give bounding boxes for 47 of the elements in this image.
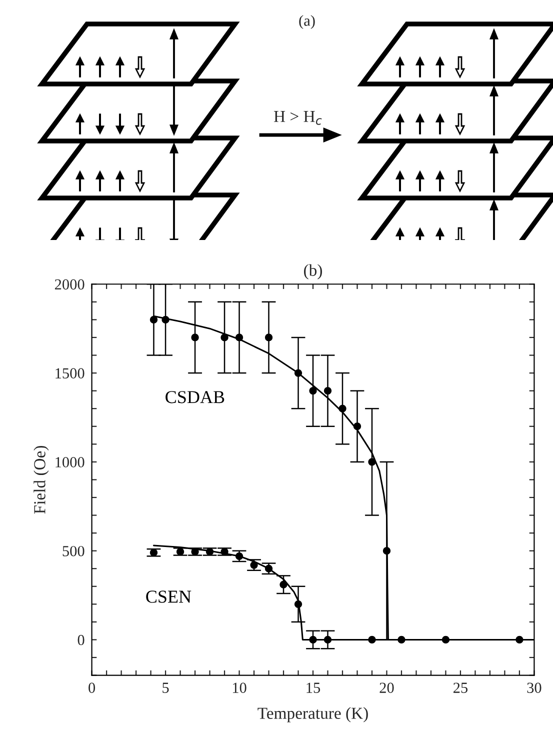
point [382, 547, 391, 555]
y-tick-label: 500 [62, 546, 84, 556]
text: H > H$_{c}$ [274, 111, 322, 125]
point [206, 548, 214, 556]
series-label: CSEN [146, 590, 192, 603]
point [191, 334, 199, 342]
point [368, 458, 376, 466]
point [235, 334, 244, 342]
point [368, 636, 376, 644]
point [516, 636, 524, 644]
point [220, 548, 228, 556]
point [264, 334, 273, 342]
x-tick-label: 30 [527, 682, 542, 693]
point [176, 548, 184, 556]
chart-title: (b) [304, 264, 322, 280]
point [150, 316, 158, 324]
point [398, 636, 406, 644]
point [162, 316, 170, 324]
text: (a) [299, 15, 315, 29]
point [442, 636, 450, 644]
x-tick-label: 0 [88, 682, 96, 693]
y-tick-label: 0 [78, 634, 84, 646]
y-tick-label: 1500 [56, 368, 84, 378]
y-axis-title: Field (Oe) [34, 446, 49, 514]
point [250, 561, 258, 569]
y-tick-label: 2000 [54, 279, 84, 290]
x-tick-label: 5 [162, 682, 169, 693]
point [264, 564, 273, 572]
point [294, 600, 302, 608]
point [324, 636, 332, 644]
point [235, 552, 244, 560]
x-axis-title: Temperature (K) [258, 707, 368, 722]
x-tick-label: 20 [380, 682, 394, 693]
point [309, 636, 317, 644]
point [353, 422, 362, 430]
point [220, 334, 228, 342]
point [280, 580, 288, 588]
x-tick-label: 10 [232, 682, 246, 693]
x-tick-label: 15 [306, 682, 320, 693]
x-tick-label: 25 [453, 682, 468, 693]
point [294, 369, 302, 377]
point [324, 387, 332, 395]
text: CSDAB [166, 391, 224, 404]
y-tick-label: 1000 [56, 457, 84, 468]
point [338, 404, 346, 412]
point [309, 387, 317, 395]
point [150, 548, 158, 556]
